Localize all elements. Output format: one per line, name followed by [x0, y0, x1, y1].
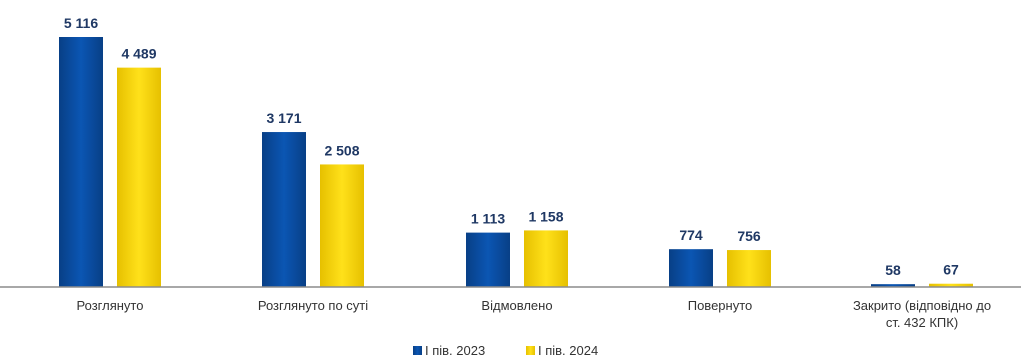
bar-series-2023-cat-3 [669, 249, 713, 287]
category-label: ст. 432 КПК) [886, 315, 958, 330]
bars-group [59, 37, 973, 288]
bar-value-label: 2 508 [324, 142, 359, 158]
bar-series-2024-cat-1 [320, 164, 364, 287]
bar-value-label: 1 113 [471, 211, 505, 227]
bar-series-2024-cat-2 [524, 230, 568, 287]
legend-label: І пів. 2024 [538, 343, 598, 358]
bar-value-label: 774 [679, 227, 703, 243]
bar-value-label: 67 [943, 262, 959, 278]
category-label: Закрито (відповідно до [853, 298, 991, 313]
bar-value-label: 5 116 [64, 15, 98, 31]
legend-swatch-2024 [526, 346, 535, 355]
bar-value-label: 4 489 [121, 46, 156, 62]
bar-value-label: 756 [737, 228, 761, 244]
category-label: Повернуто [688, 298, 753, 313]
bar-value-label: 58 [885, 262, 901, 278]
legend-label: І пів. 2023 [425, 343, 485, 358]
bar-series-2024-cat-0 [117, 67, 161, 288]
bar-value-label: 3 171 [266, 110, 301, 126]
bar-series-2023-cat-2 [466, 232, 510, 287]
legend: І пів. 2023 І пів. 2024 [413, 343, 598, 358]
category-label: Розглянуто [77, 298, 144, 313]
bar-series-2023-cat-0 [59, 37, 103, 287]
category-label: Розглянуто по суті [258, 298, 368, 313]
category-label: Відмовлено [481, 298, 552, 313]
bar-series-2024-cat-3 [727, 250, 771, 287]
category-labels-group: Розглянуто Розглянуто по суті Відмовлено По… [77, 298, 992, 330]
legend-swatch-2023 [413, 346, 422, 355]
bar-series-2023-cat-1 [262, 132, 306, 287]
bar-value-label: 1 158 [528, 208, 563, 224]
value-labels-group: 5 116 3 171 1 113 774 58 4 489 2 508 1 158 756 67 [64, 15, 959, 278]
bar-series-2023-cat-4 [871, 284, 915, 287]
bar-series-2024-cat-4 [929, 283, 973, 287]
